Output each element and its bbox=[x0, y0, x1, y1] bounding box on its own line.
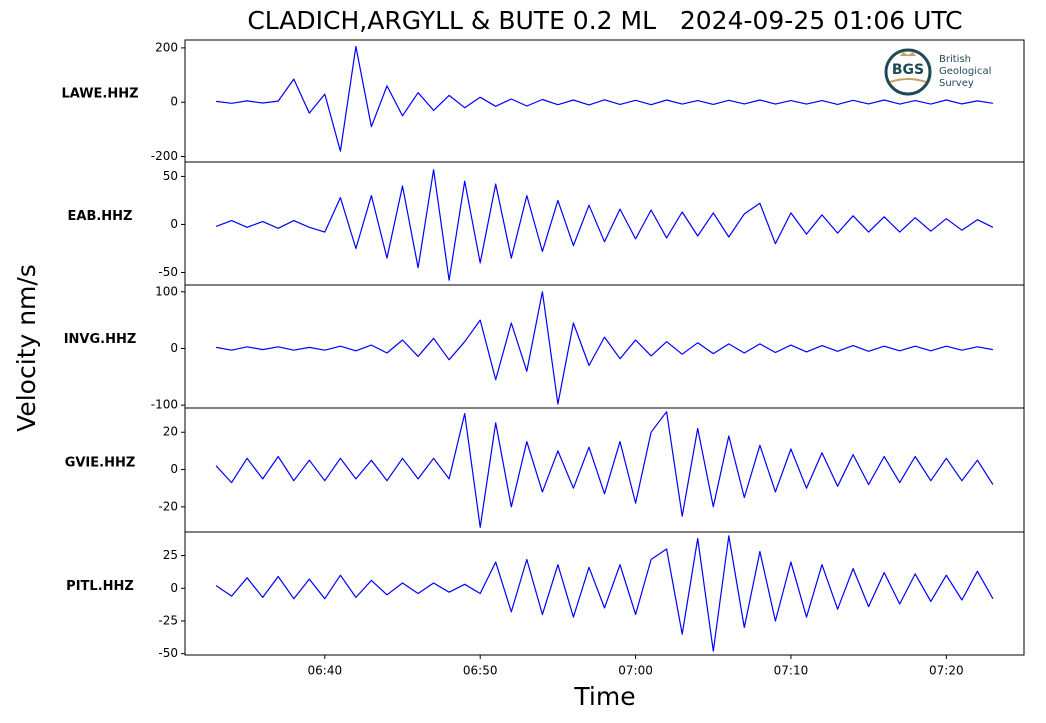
y-tick-label: 0 bbox=[170, 341, 178, 355]
station-label: GVIE.HHZ bbox=[65, 456, 136, 471]
y-tick-label: 50 bbox=[163, 169, 178, 183]
chart-title: CLADICH,ARGYLL & BUTE 0.2 ML 2024-09-25 … bbox=[247, 6, 962, 35]
panel-frame bbox=[184, 284, 1025, 409]
station-label: LAWE.HHZ bbox=[61, 87, 138, 102]
trace bbox=[215, 291, 994, 405]
logo-crown bbox=[900, 52, 916, 56]
x-axis-label: Time bbox=[573, 682, 635, 711]
y-tick-label: 0 bbox=[170, 581, 178, 595]
logo-swoosh bbox=[889, 78, 927, 83]
logo: BGS British Geological Survey bbox=[884, 48, 991, 96]
y-tick-label: -200 bbox=[151, 149, 178, 163]
panel-frame bbox=[184, 161, 1025, 286]
y-tick-label: -100 bbox=[151, 398, 178, 412]
y-axis-label: Velocity nm/s bbox=[12, 264, 41, 432]
station-label: EAB.HHZ bbox=[68, 209, 133, 224]
x-tick-label: 07:20 bbox=[929, 664, 964, 678]
x-tick-label: 06:50 bbox=[463, 664, 498, 678]
y-tick-label: 0 bbox=[170, 95, 178, 109]
y-tick-label: 200 bbox=[155, 40, 178, 54]
logo-text: British bbox=[939, 54, 971, 65]
panel-frame bbox=[184, 531, 1025, 656]
logo-mark: BGS bbox=[892, 62, 924, 78]
logo-ring bbox=[884, 48, 932, 96]
y-tick-label: -25 bbox=[158, 613, 178, 627]
y-tick-label: 25 bbox=[163, 548, 178, 562]
y-tick-label: 0 bbox=[170, 462, 178, 476]
x-tick-label: 06:40 bbox=[308, 664, 343, 678]
trace bbox=[215, 411, 994, 528]
y-tick-label: -50 bbox=[158, 265, 178, 279]
y-tick-label: -50 bbox=[158, 646, 178, 660]
y-tick-label: 100 bbox=[155, 284, 178, 298]
y-tick-label: -20 bbox=[158, 499, 178, 513]
trace bbox=[215, 535, 994, 652]
logo-text: Survey bbox=[939, 78, 974, 89]
logo-text: Geological bbox=[939, 66, 991, 77]
y-tick-label: 20 bbox=[163, 425, 178, 439]
x-tick-label: 07:00 bbox=[618, 664, 653, 678]
station-label: INVG.HHZ bbox=[64, 332, 137, 347]
x-tick-label: 07:10 bbox=[774, 664, 809, 678]
trace bbox=[215, 169, 994, 281]
station-label: PITL.HHZ bbox=[66, 579, 134, 594]
panel-frame bbox=[184, 407, 1025, 533]
trace bbox=[216, 45, 993, 152]
y-tick-label: 0 bbox=[170, 217, 178, 231]
